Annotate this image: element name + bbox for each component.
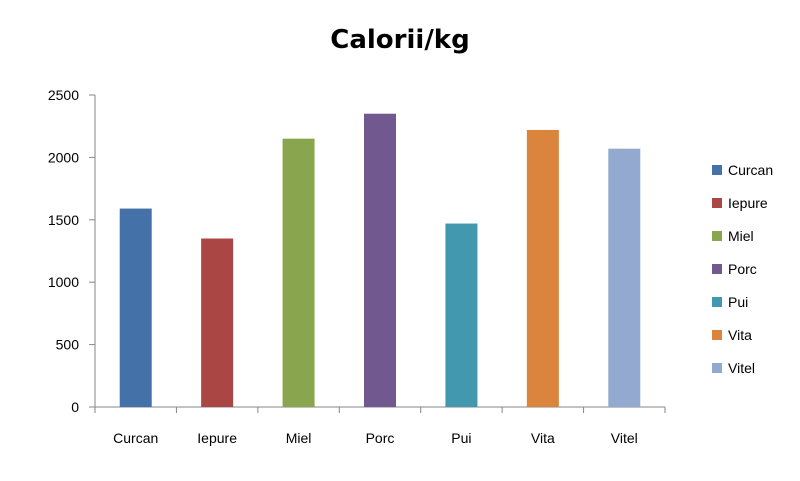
chart-title: Calorii/kg xyxy=(330,25,469,55)
legend-swatch-curcan xyxy=(712,165,722,175)
legend-swatch-pui xyxy=(712,297,722,307)
legend-swatch-vita xyxy=(712,330,722,340)
x-tick-label: Vitel xyxy=(611,430,638,446)
bar-iepure xyxy=(201,238,234,407)
bar-vitel xyxy=(608,148,641,407)
legend-label-curcan: Curcan xyxy=(728,162,773,178)
x-tick-label: Porc xyxy=(366,430,395,446)
y-tick-label: 2000 xyxy=(48,149,79,165)
bar-miel xyxy=(282,138,315,407)
plot-area: 0 500 1000 1500 2000 2500 Curcan Iepure Miel Porc… xyxy=(48,87,666,446)
x-tick-label: Vita xyxy=(531,430,555,446)
legend-swatch-miel xyxy=(712,231,722,241)
y-tick-label: 1000 xyxy=(48,274,79,290)
bar-porc xyxy=(364,113,396,407)
y-tick-label: 2500 xyxy=(48,87,79,103)
y-tick-label: 500 xyxy=(56,337,80,353)
legend-label-porc: Porc xyxy=(728,261,757,277)
x-tick-label: Miel xyxy=(286,430,312,446)
bar-vita xyxy=(526,129,559,407)
legend-label-vita: Vita xyxy=(728,327,752,343)
legend-label-iepure: Iepure xyxy=(728,195,768,211)
bar-curcan xyxy=(119,208,152,407)
legend-swatch-porc xyxy=(712,264,722,274)
y-tick-label: 1500 xyxy=(48,212,79,228)
x-tick-label: Iepure xyxy=(197,430,237,446)
bar-pui xyxy=(445,223,478,407)
legend: Curcan Iepure Miel Porc Pui Vita Vitel xyxy=(712,162,773,376)
legend-swatch-vitel xyxy=(712,363,722,373)
legend-label-pui: Pui xyxy=(728,294,748,310)
legend-swatch-iepure xyxy=(712,198,722,208)
y-tick-label: 0 xyxy=(71,399,79,415)
legend-label-vitel: Vitel xyxy=(728,360,755,376)
legend-label-miel: Miel xyxy=(728,228,754,244)
x-tick-label: Pui xyxy=(451,430,471,446)
x-tick-label: Curcan xyxy=(113,430,158,446)
